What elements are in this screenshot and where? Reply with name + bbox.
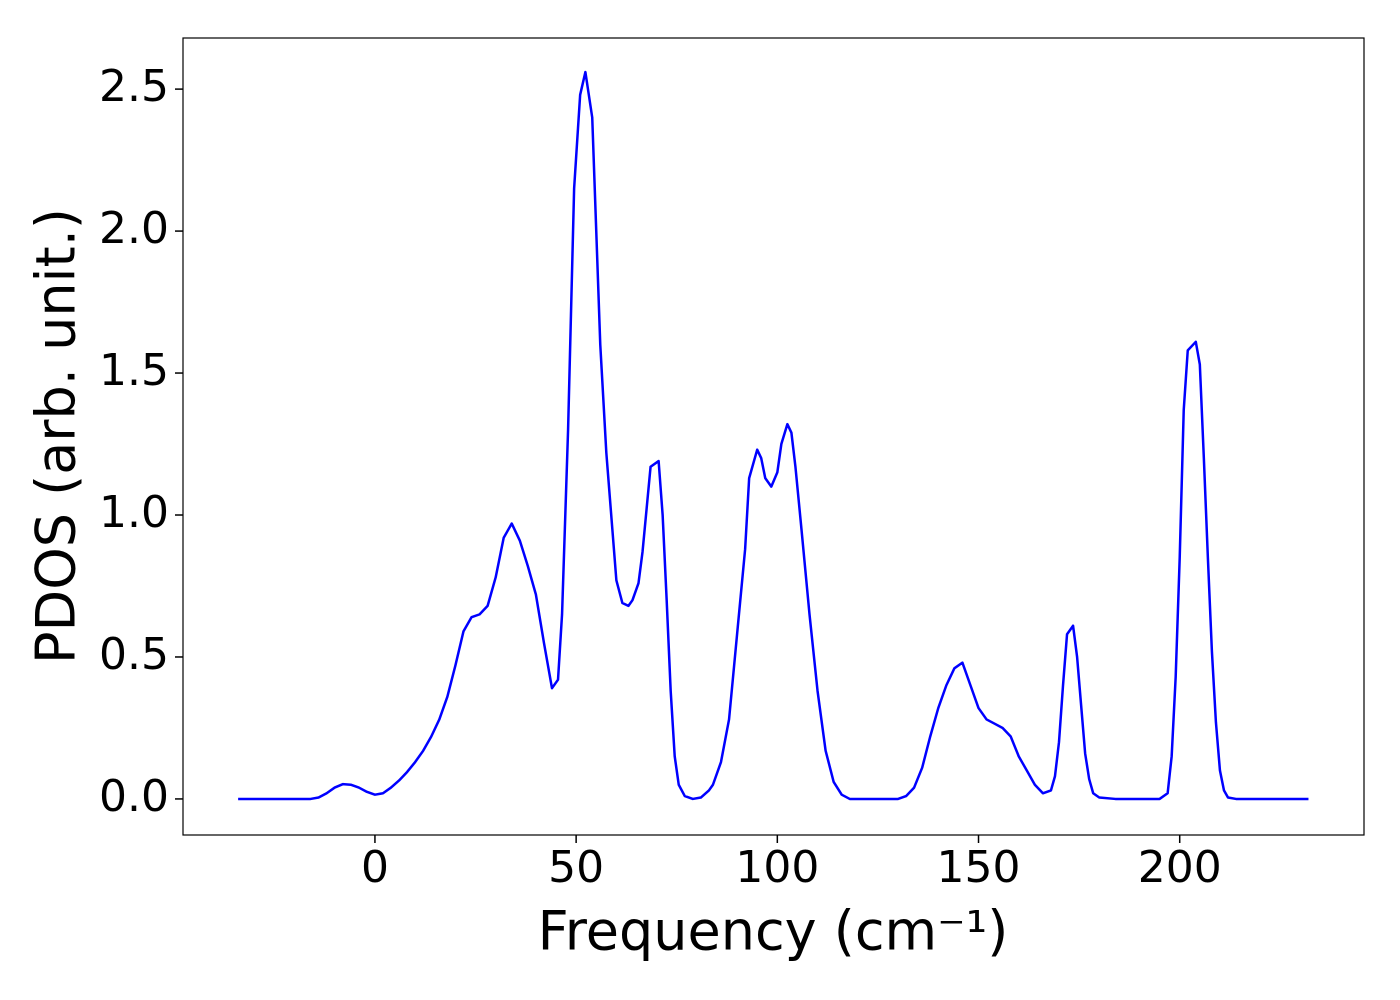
x-tick-label: 0: [361, 842, 389, 893]
pdos-line: [238, 70, 1309, 801]
x-tick-label: 100: [735, 842, 819, 893]
x-tick-label: 50: [548, 842, 604, 893]
y-tick-label: 2.0: [99, 203, 169, 254]
y-tick-label: 2.5: [99, 61, 169, 112]
x-tick-label: 150: [937, 842, 1021, 893]
plot-frame: [182, 37, 1365, 836]
x-tick-label: 200: [1138, 842, 1222, 893]
x-axis-label: Frequency (cm⁻¹): [538, 900, 1009, 963]
y-axis-label: PDOS (arb. unit.): [25, 208, 88, 664]
y-tick-label: 1.5: [99, 345, 169, 396]
y-tick-label: 0.0: [99, 771, 169, 822]
y-tick-label: 1.0: [99, 487, 169, 538]
y-tick-label: 0.5: [99, 629, 169, 680]
